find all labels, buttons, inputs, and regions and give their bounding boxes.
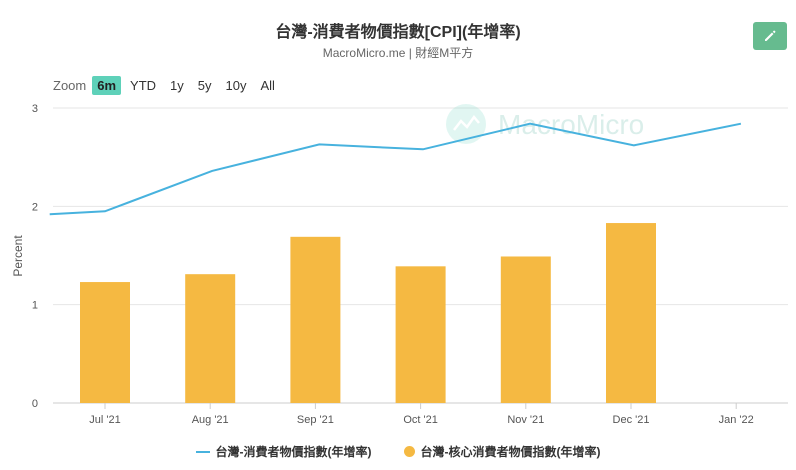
zoom-5y-button[interactable]: 5y [197, 77, 212, 93]
zoom-10y-button[interactable]: 10y [225, 77, 247, 93]
line-series [49, 122, 742, 216]
legend-label-cpi: 台灣-消費者物價指數(年增率) [215, 445, 372, 459]
bar[interactable] [606, 223, 656, 403]
y-tick-label: 1 [32, 300, 38, 312]
x-tick-label: Sep '21 [297, 414, 334, 426]
pencil-icon [765, 30, 776, 41]
zoom-label: Zoom [53, 77, 87, 93]
y-axis-label: Percent [11, 235, 25, 277]
y-tick-label: 0 [32, 398, 38, 410]
x-tick-label: Dec '21 [613, 414, 650, 426]
x-axis-ticks: Jul '21 Aug '21 Sep '21 Oct '21 Nov '21 Dec '… [89, 403, 754, 426]
zoom-bar: Zoom 6m YTD 1y 5y 10y All [53, 74, 284, 96]
bar[interactable] [500, 256, 551, 403]
bar[interactable] [395, 266, 446, 403]
zoom-all-button[interactable]: All [260, 77, 275, 93]
zoom-6m-button[interactable]: 6m [92, 75, 122, 95]
chart-area: MacroMicro 0 1 2 3 Jul '21 Aug '21 Sep '21 Oct… [11, 103, 788, 426]
x-tick-label: Jan '22 [719, 414, 754, 426]
bar[interactable] [185, 274, 236, 403]
x-tick-label: Oct '21 [403, 414, 438, 426]
zoom-ytd-button[interactable]: YTD [130, 77, 157, 93]
edit-button[interactable] [753, 22, 787, 50]
legend: 台灣-消費者物價指數(年增率) 台灣-核心消費者物價指數(年增率) [0, 443, 796, 460]
x-tick-label: Jul '21 [89, 414, 120, 426]
y-tick-label: 3 [32, 103, 38, 115]
watermark: MacroMicro [446, 104, 644, 144]
legend-dot-marker [403, 446, 415, 457]
bar-series [80, 223, 656, 403]
chart-subtitle: MacroMicro.me | 財經M平方 [322, 46, 474, 60]
zoom-1y-button[interactable]: 1y [170, 77, 184, 93]
bar[interactable] [80, 282, 130, 403]
legend-item-core-cpi[interactable]: 台灣-核心消費者物價指數(年增率) [403, 443, 601, 460]
x-tick-label: Aug '21 [192, 414, 229, 426]
bar[interactable] [290, 236, 341, 403]
watermark-logo-icon [446, 104, 486, 144]
legend-line-marker [195, 450, 210, 453]
cpi-line[interactable] [49, 122, 742, 216]
y-axis-ticks: 0 1 2 3 [32, 103, 38, 410]
watermark-text: MacroMicro [498, 109, 644, 140]
legend-item-cpi[interactable]: 台灣-消費者物價指數(年增率) [195, 443, 372, 460]
y-tick-label: 2 [32, 201, 38, 213]
legend-label-core-cpi: 台灣-核心消費者物價指數(年增率) [420, 445, 601, 459]
x-tick-label: Nov '21 [507, 414, 544, 426]
chart-title: 台灣-消費者物價指數[CPI](年增率) [275, 24, 521, 41]
